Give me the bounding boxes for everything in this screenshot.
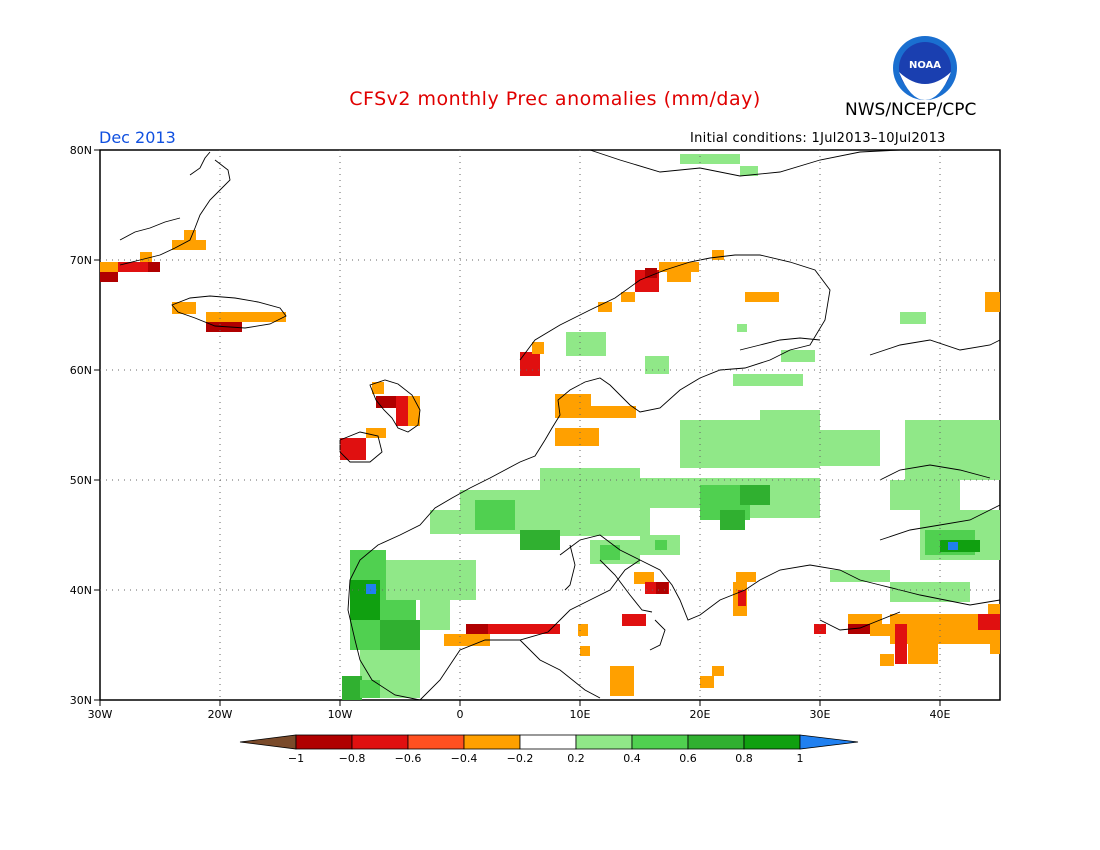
colorbar-swatch bbox=[295, 734, 353, 750]
map-grid bbox=[100, 150, 1000, 700]
x-tick-label: 30W bbox=[88, 708, 113, 721]
colorbar-swatch bbox=[631, 734, 689, 750]
y-tick-label: 30N bbox=[70, 694, 92, 707]
colorbar-swatch bbox=[575, 734, 633, 750]
y-tick-label: 40N bbox=[70, 584, 92, 597]
colorbar-swatch bbox=[463, 734, 521, 750]
x-tick-label: 10E bbox=[570, 708, 591, 721]
colorbar-swatch bbox=[351, 734, 409, 750]
map-frame bbox=[99, 149, 1001, 701]
colorbar-label: −0.2 bbox=[507, 752, 534, 765]
x-tick-label: 0 bbox=[457, 708, 464, 721]
colorbar-swatch bbox=[239, 734, 297, 750]
map-title: CFSv2 monthly Prec anomalies (mm/day) bbox=[349, 88, 761, 110]
noaa-logo: NOAA bbox=[893, 36, 957, 100]
axis-ticks bbox=[94, 149, 941, 706]
y-tick-label: 50N bbox=[70, 474, 92, 487]
colorbar-label: 0.4 bbox=[623, 752, 641, 765]
y-tick-label: 60N bbox=[70, 364, 92, 377]
initial-conditions-label: Initial conditions: 1Jul2013–10Jul2013 bbox=[690, 131, 946, 146]
anomaly-cells bbox=[100, 154, 1000, 700]
x-tick-label: 10W bbox=[328, 708, 353, 721]
noaa-logo-text: NOAA bbox=[909, 60, 941, 71]
colorbar-swatch bbox=[407, 734, 465, 750]
colorbar-label: −0.8 bbox=[339, 752, 366, 765]
x-tick-label: 40E bbox=[930, 708, 951, 721]
colorbar-labels: −1 −0.8 −0.6 −0.4 −0.2 0.2 0.4 0.6 0.8 1 bbox=[288, 752, 804, 765]
colorbar bbox=[239, 734, 859, 750]
y-tick-label: 80N bbox=[70, 144, 92, 157]
colorbar-label: −0.6 bbox=[395, 752, 422, 765]
colorbar-swatch bbox=[519, 734, 577, 750]
x-tick-label: 20W bbox=[208, 708, 233, 721]
colorbar-label: 0.2 bbox=[567, 752, 585, 765]
colorbar-label: 0.8 bbox=[735, 752, 753, 765]
colorbar-swatch bbox=[743, 734, 801, 750]
x-tick-label: 30E bbox=[810, 708, 831, 721]
agency-label: NWS/NCEP/CPC bbox=[845, 100, 977, 120]
y-tick-label: 70N bbox=[70, 254, 92, 267]
coastlines bbox=[119, 149, 1001, 701]
colorbar-label: −0.4 bbox=[451, 752, 478, 765]
x-tick-label: 20E bbox=[690, 708, 711, 721]
colorbar-label: 0.6 bbox=[679, 752, 697, 765]
colorbar-label: −1 bbox=[288, 752, 304, 765]
colorbar-swatch bbox=[687, 734, 745, 750]
colorbar-swatch bbox=[799, 734, 859, 750]
colorbar-label: 1 bbox=[797, 752, 804, 765]
valid-month-label: Dec 2013 bbox=[99, 128, 176, 147]
